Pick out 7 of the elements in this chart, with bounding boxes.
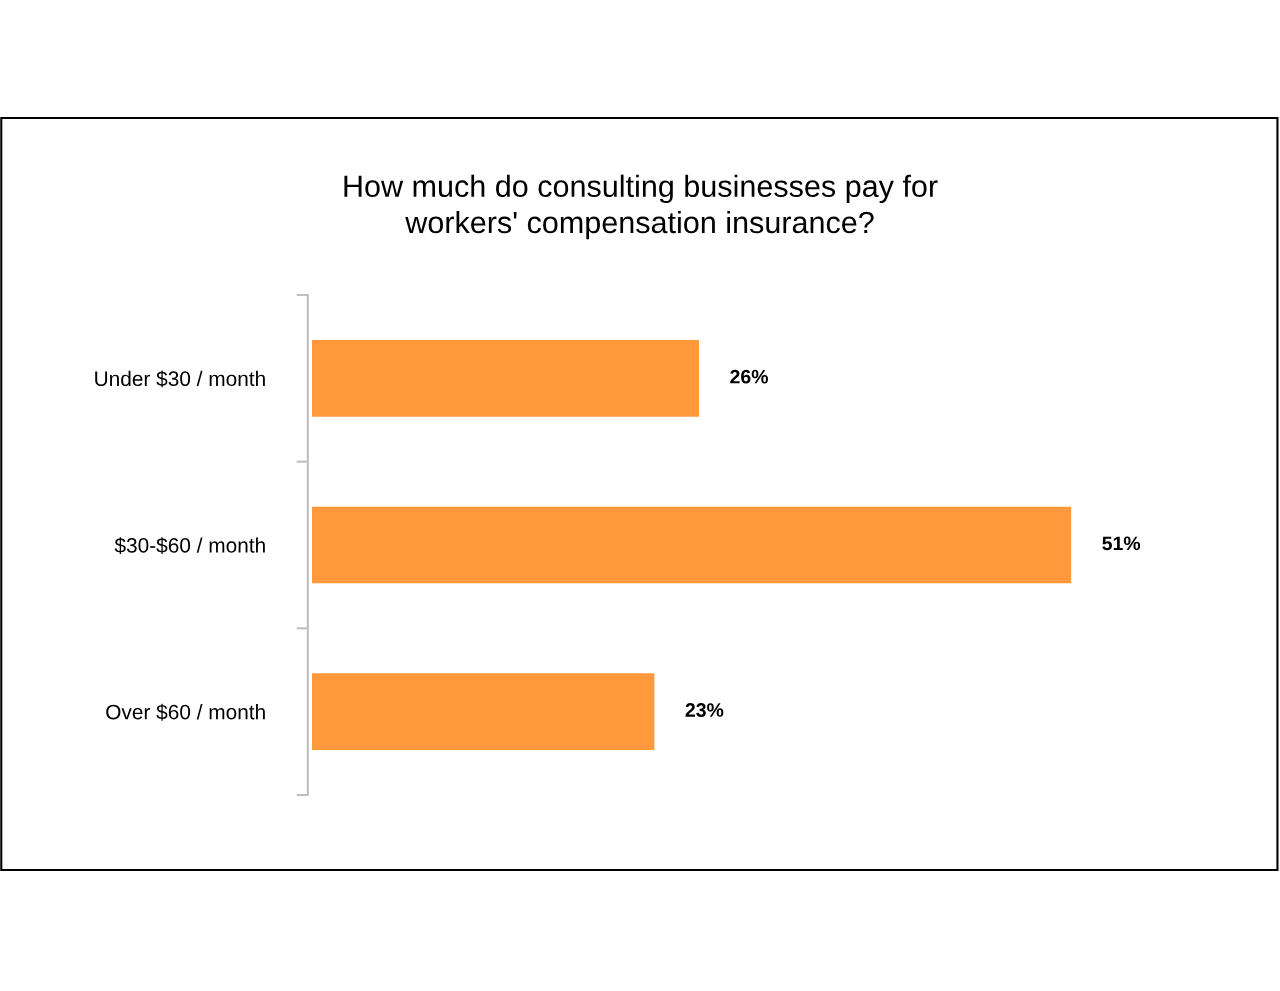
data-label: 23% xyxy=(685,703,724,717)
data-label: 51% xyxy=(1102,536,1141,551)
chart-title: How much do consulting businesses pay for workers' compensation insurance? xyxy=(344,174,938,240)
y-tick-label: Over $60 / month xyxy=(106,703,265,721)
data-label: 26% xyxy=(730,369,768,384)
y-tick-label: Under $30 / month xyxy=(95,370,265,388)
y-tick-label: $30-$60 / month xyxy=(114,537,265,554)
